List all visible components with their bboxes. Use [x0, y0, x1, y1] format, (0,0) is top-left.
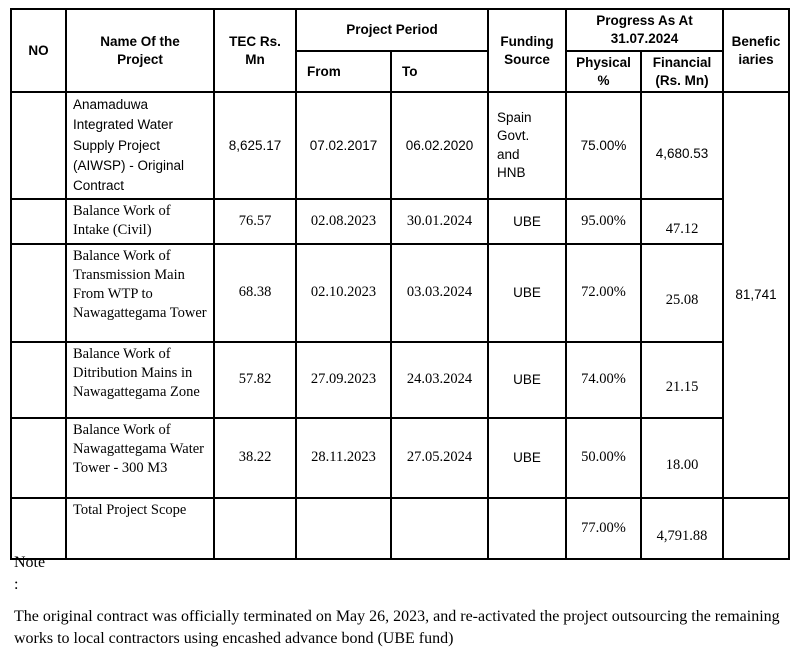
header-project-name: Name Of the Project — [65, 8, 215, 93]
header-beneficiaries: Benefic iaries — [722, 8, 790, 93]
cell-physical: 50.00% — [565, 416, 642, 499]
cell-from: 07.02.2017 — [295, 90, 392, 201]
cell-beneficiaries-total — [722, 496, 790, 560]
cell-funding: UBE — [487, 242, 567, 343]
header-no: NO — [10, 8, 67, 93]
table-row-total: Total Project Scope 77.00% 4,791.88 — [10, 496, 790, 560]
note-text: The original contract was officially ter… — [14, 607, 780, 648]
cell-tec: 76.57 — [213, 198, 297, 245]
cell-no — [10, 242, 67, 343]
cell-beneficiaries: 81,741 — [722, 91, 790, 499]
header-physical: Physical % — [565, 50, 642, 93]
cell-tec: 68.38 — [213, 242, 297, 343]
cell-project-name: Anamaduwa Integrated Water Supply Projec… — [65, 90, 215, 201]
header-to: To — [390, 50, 489, 93]
table-row: Anamaduwa Integrated Water Supply Projec… — [10, 90, 790, 499]
cell-to: 06.02.2020 — [390, 90, 489, 201]
cell-project-name: Balance Work of Ditribution Mains in Naw… — [65, 340, 215, 419]
cell-to: 24.03.2024 — [390, 340, 489, 419]
cell-financial: 4,680.53 — [640, 90, 724, 201]
header-row-top: NO Name Of the Project TEC Rs. Mn Projec… — [10, 8, 790, 93]
cell-financial: 47.12 — [640, 198, 724, 245]
cell-physical: 75.00% — [565, 90, 642, 201]
cell-project-name: Balance Work of Transmission Main From W… — [65, 242, 215, 343]
header-progress: Progress As At 31.07.2024 — [565, 8, 724, 52]
cell-from: 02.10.2023 — [295, 242, 392, 343]
header-project-period: Project Period — [295, 8, 489, 52]
cell-tec — [213, 496, 297, 560]
cell-no — [10, 496, 67, 560]
header-financial: Financial (Rs. Mn) — [640, 50, 724, 93]
table-row: Balance Work of Ditribution Mains in Naw… — [10, 340, 789, 419]
project-progress-table: NO Name Of the Project TEC Rs. Mn Projec… — [10, 8, 790, 560]
note-label: Note — [14, 554, 46, 571]
cell-no — [10, 416, 67, 499]
cell-to: 03.03.2024 — [390, 242, 489, 343]
cell-from: 27.09.2023 — [295, 340, 392, 419]
header-from: From — [295, 50, 392, 93]
cell-funding: UBE — [487, 416, 567, 499]
cell-funding: Spain Govt. and HNB — [487, 90, 567, 201]
cell-tec: 57.82 — [213, 340, 297, 419]
header-tec: TEC Rs. Mn — [213, 8, 297, 93]
cell-no — [10, 198, 67, 245]
note-colon: : — [14, 576, 19, 594]
header-funding-source: Funding Source — [487, 8, 567, 93]
cell-financial: 18.00 — [640, 416, 724, 499]
cell-funding — [487, 496, 567, 560]
cell-physical: 74.00% — [565, 340, 642, 419]
cell-physical: 95.00% — [565, 198, 642, 245]
cell-from: 28.11.2023 — [295, 416, 392, 499]
cell-funding: UBE — [487, 198, 567, 245]
header-row-sub: From To Physical % Financial (Rs. Mn) — [11, 50, 789, 93]
table-row: Balance Work of Intake (Civil) 76.57 02.… — [10, 198, 789, 245]
cell-tec: 8,625.17 — [213, 90, 297, 201]
table-row: Balance Work of Nawagattegama Water Towe… — [10, 416, 789, 499]
cell-no — [10, 90, 67, 201]
cell-funding: UBE — [487, 340, 567, 419]
cell-to — [390, 496, 489, 560]
cell-physical: 72.00% — [565, 242, 642, 343]
cell-from: 02.08.2023 — [295, 198, 392, 245]
cell-from — [295, 496, 392, 560]
cell-tec: 38.22 — [213, 416, 297, 499]
note-block: Note : The original contract was officia… — [14, 552, 790, 651]
cell-financial: 25.08 — [640, 242, 724, 343]
cell-project-name: Total Project Scope — [65, 496, 215, 560]
cell-to: 27.05.2024 — [390, 416, 489, 499]
cell-financial: 4,791.88 — [640, 496, 724, 560]
cell-project-name: Balance Work of Nawagattegama Water Towe… — [65, 416, 215, 499]
cell-financial: 21.15 — [640, 340, 724, 419]
cell-physical: 77.00% — [565, 496, 642, 560]
cell-no — [10, 340, 67, 419]
table-row: Balance Work of Transmission Main From W… — [10, 242, 789, 343]
cell-to: 30.01.2024 — [390, 198, 489, 245]
cell-project-name: Balance Work of Intake (Civil) — [65, 198, 215, 245]
